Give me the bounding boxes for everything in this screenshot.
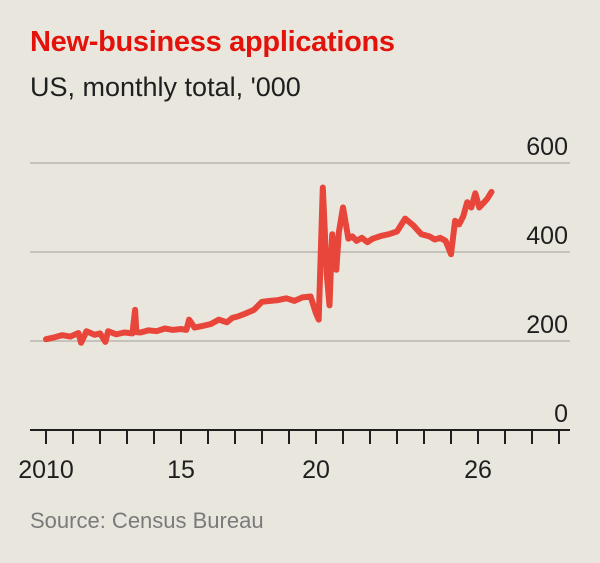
x-tick-label-26: 26 bbox=[464, 456, 492, 484]
chart-subtitle: US, monthly total, '000 bbox=[30, 72, 301, 102]
gridlines bbox=[30, 162, 570, 342]
x-tick-label-20: 20 bbox=[302, 456, 330, 484]
plot-area bbox=[43, 184, 495, 346]
x-axis: 2010 15 20 26 bbox=[18, 429, 570, 484]
y-axis-tick-labels: 0 200 400 600 bbox=[526, 133, 568, 428]
x-tick-label-15: 15 bbox=[167, 456, 195, 484]
y-tick-label-600: 600 bbox=[526, 133, 568, 161]
chart-title: New-business applications bbox=[30, 26, 395, 58]
y-tick-label-0: 0 bbox=[554, 400, 568, 428]
series-line-0 bbox=[43, 184, 495, 346]
source-note: Source: Census Bureau bbox=[30, 508, 264, 533]
x-tick-label-2010: 2010 bbox=[18, 456, 74, 484]
y-tick-label-200: 200 bbox=[526, 311, 568, 339]
y-tick-label-400: 400 bbox=[526, 222, 568, 250]
